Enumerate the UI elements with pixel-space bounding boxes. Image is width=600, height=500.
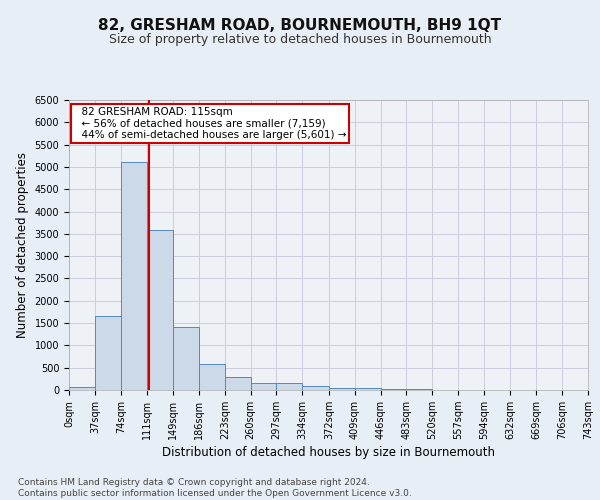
Bar bbox=[199, 364, 225, 390]
Bar bbox=[277, 384, 302, 390]
Bar bbox=[355, 388, 380, 390]
Text: Contains HM Land Registry data © Crown copyright and database right 2024.
Contai: Contains HM Land Registry data © Crown c… bbox=[18, 478, 412, 498]
Bar bbox=[146, 230, 173, 390]
Text: Size of property relative to detached houses in Bournemouth: Size of property relative to detached ho… bbox=[109, 32, 491, 46]
Text: 82, GRESHAM ROAD, BOURNEMOUTH, BH9 1QT: 82, GRESHAM ROAD, BOURNEMOUTH, BH9 1QT bbox=[98, 18, 502, 32]
Bar bbox=[95, 316, 121, 390]
Bar bbox=[251, 383, 277, 390]
X-axis label: Distribution of detached houses by size in Bournemouth: Distribution of detached houses by size … bbox=[162, 446, 495, 459]
Bar bbox=[380, 388, 406, 390]
Bar bbox=[225, 376, 251, 390]
Bar bbox=[173, 326, 199, 390]
Bar bbox=[121, 162, 146, 390]
Y-axis label: Number of detached properties: Number of detached properties bbox=[16, 152, 29, 338]
Bar bbox=[69, 387, 95, 390]
Bar bbox=[302, 386, 329, 390]
Bar bbox=[329, 388, 355, 390]
Text: 82 GRESHAM ROAD: 115sqm
  ← 56% of detached houses are smaller (7,159)
  44% of : 82 GRESHAM ROAD: 115sqm ← 56% of detache… bbox=[74, 106, 346, 140]
